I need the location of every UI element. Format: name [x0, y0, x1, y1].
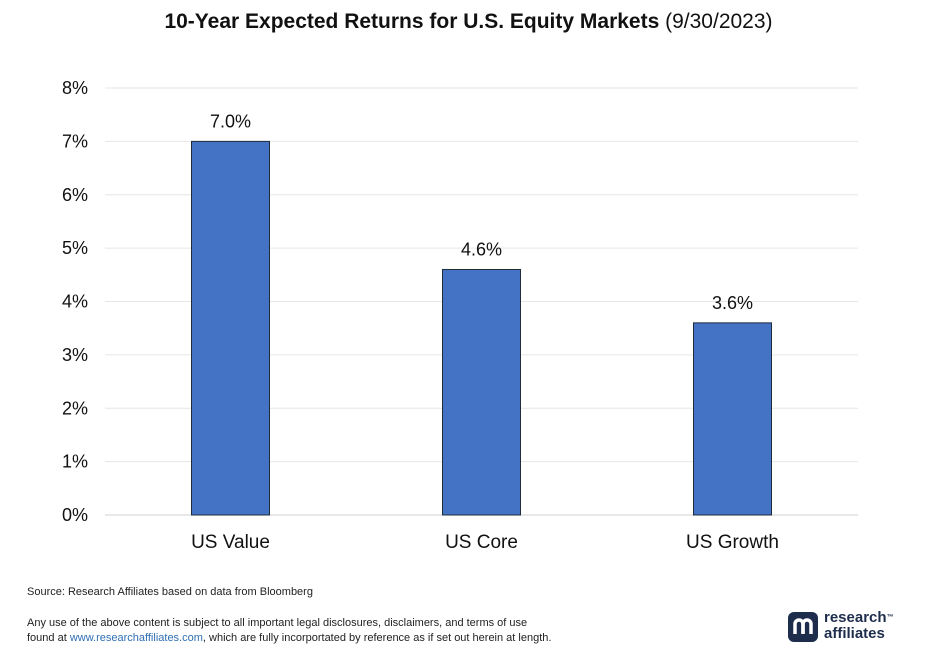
- y-tick-label: 0%: [62, 505, 88, 525]
- chart-title-main: 10-Year Expected Returns for U.S. Equity…: [164, 10, 660, 33]
- source-note: Source: Research Affiliates based on dat…: [27, 586, 313, 598]
- bar: [693, 322, 772, 516]
- disclaimer-prefix: found at: [27, 632, 70, 644]
- logo-line-1: research: [824, 609, 887, 626]
- data-label: 3.6%: [712, 293, 753, 313]
- y-tick-label: 3%: [62, 345, 88, 365]
- category-label: US Value: [191, 532, 270, 553]
- y-axis-ticks: 0% 1% 2% 3% 4% 5% 6% 7% 8%: [62, 78, 88, 525]
- y-tick-label: 2%: [62, 398, 88, 418]
- chart-title-date: (9/30/2023): [665, 10, 773, 33]
- category-label: US Growth: [686, 532, 779, 553]
- data-label: 7.0%: [210, 111, 251, 131]
- y-tick-label: 4%: [62, 292, 88, 312]
- bar: [191, 140, 270, 516]
- x-axis-categories: US Value US Core US Growth: [191, 532, 779, 553]
- chart-title: 10-Year Expected Returns for U.S. Equity…: [0, 10, 937, 34]
- disclaimer-line-2: found at www.researchaffiliates.com, whi…: [27, 631, 551, 646]
- logo-trademark: ™: [886, 614, 894, 621]
- disclaimer: Any use of the above content is subject …: [27, 616, 551, 646]
- bars: [191, 140, 772, 516]
- logo-wordmark: research™ affiliates: [824, 610, 894, 642]
- y-tick-label: 6%: [62, 185, 88, 205]
- website-link[interactable]: www.researchaffiliates.com: [69, 632, 203, 644]
- y-tick-label: 5%: [62, 238, 88, 258]
- bar: [442, 268, 521, 516]
- y-tick-label: 8%: [62, 78, 88, 98]
- data-labels: 7.0% 4.6% 3.6%: [210, 111, 753, 312]
- category-label: US Core: [445, 532, 518, 553]
- y-tick-label: 1%: [62, 452, 88, 472]
- research-affiliates-logo-icon: [788, 612, 818, 642]
- logo-line-2: affiliates: [824, 625, 885, 642]
- disclaimer-suffix: , which are fully incorportated by refer…: [202, 632, 552, 644]
- y-tick-label: 7%: [62, 131, 88, 151]
- bar-chart: 0% 1% 2% 3% 4% 5% 6% 7% 8% 7.0% 4.6% 3.6% US Value…: [62, 78, 858, 553]
- research-affiliates-logo: research™ affiliates: [788, 610, 928, 650]
- disclaimer-line-1: Any use of the above content is subject …: [27, 617, 528, 629]
- data-label: 4.6%: [461, 239, 502, 259]
